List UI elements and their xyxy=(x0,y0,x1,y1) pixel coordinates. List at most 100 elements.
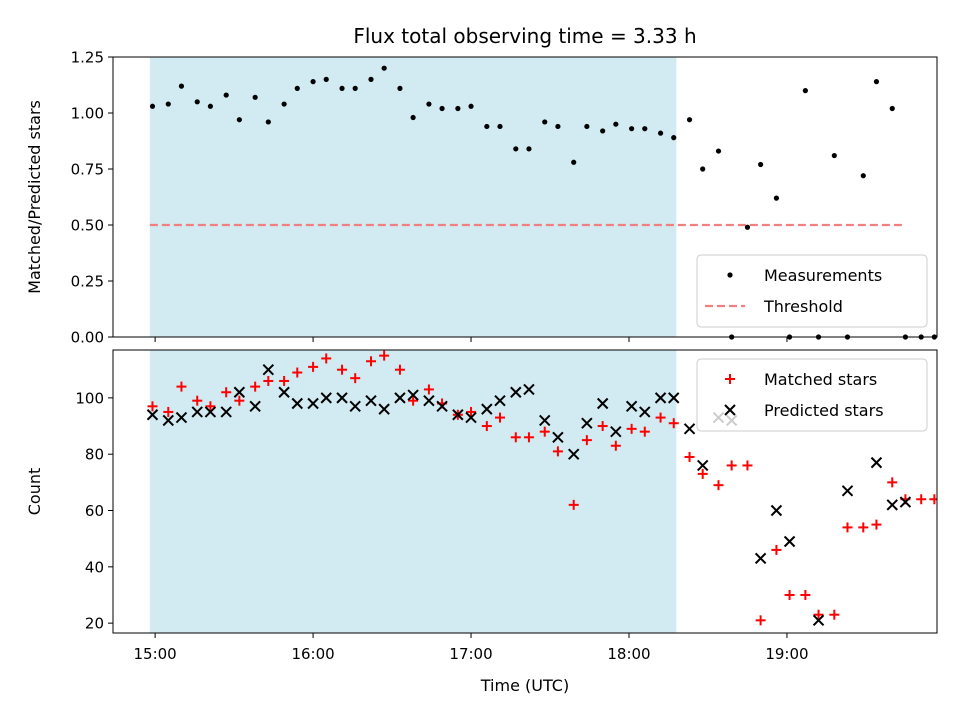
y-tick-label: 0.75 xyxy=(71,161,104,179)
measurement-point xyxy=(236,117,242,123)
predicted-star-mark-b xyxy=(523,383,535,396)
matched-star-point xyxy=(350,373,361,384)
measurement-point xyxy=(513,146,519,152)
measurement-point xyxy=(629,126,635,132)
predicted-star-point xyxy=(494,394,506,407)
predicted-star-mark-b xyxy=(220,406,232,418)
matched-star-point xyxy=(466,406,477,417)
predicted-star-point xyxy=(841,485,854,497)
x-tick-label: 18:00 xyxy=(607,645,650,663)
predicted-star-point xyxy=(249,400,261,413)
measurement-point xyxy=(426,101,432,107)
predicted-star-point xyxy=(262,364,275,376)
matched-star-point xyxy=(887,477,898,488)
predicted-star-mark-b xyxy=(567,448,580,460)
matched-star-point xyxy=(481,421,492,432)
predicted-star-mark-b xyxy=(639,406,651,418)
matched-star-point xyxy=(800,589,811,600)
predicted-star-point xyxy=(162,414,174,427)
predicted-star-mark-b xyxy=(291,397,303,410)
measurement-point xyxy=(613,121,619,127)
y-tick-label: 100 xyxy=(75,389,104,407)
matched-star-point xyxy=(250,381,261,392)
predicted-star-point xyxy=(233,386,246,398)
predicted-star-point xyxy=(291,397,303,410)
measurement-point xyxy=(265,119,271,125)
measurement-point xyxy=(642,126,648,132)
matched-star-point xyxy=(871,519,882,530)
measurement-point xyxy=(671,135,677,141)
matched-star-point xyxy=(205,401,216,412)
legend-measurement-icon xyxy=(727,272,733,278)
measurement-point xyxy=(439,105,445,112)
predicted-star-point xyxy=(436,400,448,413)
matched-star-point xyxy=(655,412,666,423)
predicted-star-point xyxy=(625,400,638,413)
predicted-star-point xyxy=(510,386,522,398)
measurement-point xyxy=(715,148,722,154)
plot-frame xyxy=(112,349,938,634)
legend-label: Threshold xyxy=(763,297,843,316)
measurement-point xyxy=(831,152,837,159)
predicted-star-mark-b xyxy=(249,400,261,413)
predicted-star-mark-b xyxy=(162,414,174,427)
predicted-star-mark-b xyxy=(204,406,217,418)
matched-star-point xyxy=(163,406,174,417)
predicted-star-mark-b xyxy=(510,386,522,398)
matched-star-point xyxy=(568,499,579,510)
predicted-star-point xyxy=(886,499,898,511)
matched-star-point xyxy=(626,423,637,434)
matched-star-point xyxy=(581,435,592,446)
plot-frame xyxy=(112,56,938,338)
predicted-star-point xyxy=(610,425,622,438)
matched-star-point xyxy=(929,494,937,505)
matched-star-point xyxy=(858,522,869,533)
predicted-star-mark-b xyxy=(683,423,696,435)
predicted-star-point xyxy=(220,406,232,418)
predicted-star-point xyxy=(539,414,551,427)
predicted-star-mark-b xyxy=(233,386,246,398)
chart-title: Flux total observing time = 3.33 h xyxy=(353,24,696,48)
predicted-star-point xyxy=(783,535,796,548)
predicted-star-point xyxy=(754,552,767,565)
legend-label: Matched stars xyxy=(764,370,877,389)
y-tick-label: 80 xyxy=(85,446,104,464)
predicted-star-mark-b xyxy=(175,411,188,424)
measurement-point xyxy=(497,123,503,130)
measurement-point xyxy=(178,83,185,89)
matched-star-point xyxy=(742,460,753,471)
matched-star-point xyxy=(684,452,695,463)
predicted-star-mark-b xyxy=(320,392,332,404)
matched-star-point xyxy=(755,615,766,626)
measurement-point xyxy=(873,79,880,85)
matched-star-point xyxy=(234,395,245,406)
measurement-point xyxy=(571,159,577,165)
legend-label: Predicted stars xyxy=(764,401,884,420)
measurement-point xyxy=(207,103,214,109)
predicted-star-mark-b xyxy=(841,485,854,497)
predicted-star-mark-b xyxy=(696,459,709,472)
predicted-star-point xyxy=(365,394,377,407)
predicted-star-mark-b xyxy=(191,406,203,418)
matched-star-point xyxy=(813,609,824,620)
matched-star-point xyxy=(539,426,550,437)
predicted-star-point xyxy=(307,397,319,410)
predicted-star-point xyxy=(668,392,680,404)
predicted-star-mark-b xyxy=(494,394,506,407)
predicted-star-mark-b xyxy=(625,400,638,413)
y-axis-label: Count xyxy=(25,468,44,516)
legend-box xyxy=(696,358,928,432)
predicted-star-point xyxy=(349,400,361,413)
matched-star-point xyxy=(423,384,434,395)
matched-star-point xyxy=(610,440,621,451)
measurement-point xyxy=(223,92,229,98)
predicted-star-mark-b xyxy=(886,499,898,511)
matched-star-point xyxy=(597,421,608,432)
predicted-star-mark-b xyxy=(436,400,448,413)
x-tick-label: 19:00 xyxy=(765,645,808,663)
predicted-star-mark-b xyxy=(278,386,290,398)
predicted-star-point xyxy=(175,411,188,424)
predicted-star-mark-b xyxy=(307,397,319,410)
predicted-star-mark-b xyxy=(770,504,783,517)
